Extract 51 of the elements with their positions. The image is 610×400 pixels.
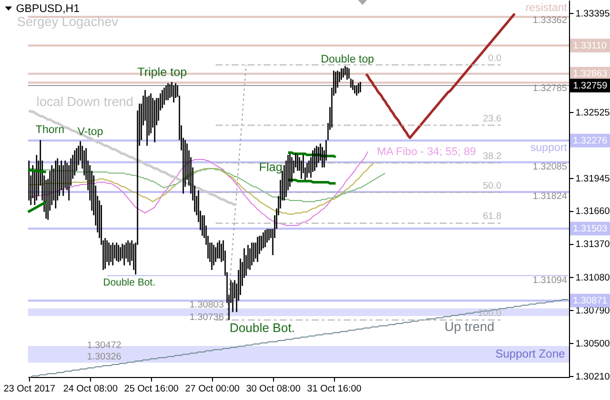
ref-line-label: 1.32759 [573, 80, 608, 92]
annotation: MA Fibo - 34; 55; 89 [376, 146, 476, 158]
x-tick-label: 25 Oct 16:00 [124, 384, 179, 394]
annotation: 1.30803 [190, 300, 224, 310]
series-label: 61.8 [482, 211, 502, 222]
annotation: Up trend [444, 319, 494, 334]
y-tick-label: 1.31370 [576, 239, 610, 250]
annotation: support [530, 142, 568, 154]
annotation: Thorn [36, 124, 64, 136]
annotation: Double Bot. [230, 321, 295, 335]
y-tick-label: 1.30500 [576, 338, 610, 350]
annotation: 1.30326 [86, 352, 122, 362]
series-label: 0.0 [488, 52, 502, 64]
y-tick-label: 1.31080 [576, 272, 610, 284]
annotation: Flag [259, 160, 282, 174]
annotation: Double top [320, 54, 374, 66]
annotation: 1.30472 [86, 340, 122, 351]
x-tick-label: 24 Oct 08:00 [63, 384, 118, 394]
series-label: 100.0 [478, 308, 502, 320]
y-tick-label: 1.30790 [576, 305, 610, 316]
series-label: 23.6 [482, 113, 502, 124]
chart-title: GBPUSD,H1 [16, 3, 80, 15]
series-label: 38.2 [482, 150, 502, 162]
ref-line-label: 1.32276 [573, 136, 608, 147]
annotation: 1.32785 [532, 83, 568, 94]
series-label: 50.0 [482, 180, 502, 192]
annotation: Sergey Logachev [17, 14, 119, 29]
annotation: resistant [526, 2, 568, 14]
band-label: Support Zone [495, 348, 565, 360]
annotation: local Down trend [36, 94, 134, 109]
annotation: 1.33362 [532, 15, 568, 26]
y-tick-label: 1.30210 [576, 371, 610, 382]
annotation: 1.31824 [532, 191, 568, 202]
ref-line-label: 1.30871 [573, 296, 608, 307]
annotation: Triple top [137, 65, 188, 79]
annotation: Double Bot. [103, 278, 156, 288]
annotation: 1.30736 [190, 312, 224, 323]
x-tick-label: 27 Oct 00:00 [185, 384, 240, 394]
y-tick-label: 1.31945 [576, 174, 610, 185]
ref-line-label: 1.32863 [573, 68, 608, 80]
y-tick-label: 1.31660 [576, 206, 610, 218]
ref-line-label: 1.31503 [573, 224, 608, 235]
y-tick-label: 1.33395 [576, 8, 610, 20]
y-tick-label: 1.32525 [576, 108, 610, 119]
annotation: V-top [77, 126, 104, 138]
x-tick-label: 30 Oct 08:00 [246, 384, 300, 394]
x-tick-label: 31 Oct 16:00 [307, 384, 362, 394]
annotation: 1.31094 [532, 275, 568, 286]
ref-line-label: 1.33110 [573, 40, 607, 52]
annotation: 1.32085 [532, 162, 568, 172]
x-tick-label: 23 Oct 2017 [4, 384, 56, 394]
